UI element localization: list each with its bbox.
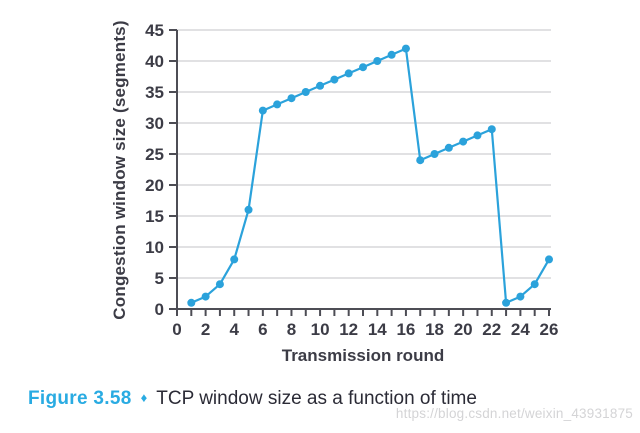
data-point bbox=[316, 81, 325, 90]
data-point bbox=[201, 292, 210, 301]
x-tick-label: 24 bbox=[511, 320, 530, 339]
diamond-icon: ♦ bbox=[140, 390, 148, 405]
data-point bbox=[444, 143, 453, 152]
x-tick-label: 14 bbox=[368, 320, 387, 339]
data-point bbox=[258, 106, 267, 115]
data-point bbox=[330, 75, 339, 84]
y-tick-label: 20 bbox=[145, 176, 164, 195]
data-point bbox=[516, 292, 525, 301]
data-point bbox=[473, 131, 482, 140]
y-tick-label: 40 bbox=[145, 52, 164, 71]
y-tick-label: 30 bbox=[145, 114, 164, 133]
data-point bbox=[344, 69, 353, 78]
data-point bbox=[502, 298, 511, 307]
data-point bbox=[359, 63, 367, 72]
y-tick-label: 25 bbox=[145, 145, 164, 164]
data-point bbox=[530, 280, 539, 289]
figure-caption: Figure 3.58 ♦ TCP window size as a functio… bbox=[28, 388, 477, 410]
data-point bbox=[401, 44, 410, 53]
x-tick-label: 26 bbox=[540, 320, 559, 339]
x-tick-label: 2 bbox=[201, 320, 210, 339]
data-line bbox=[190, 47, 551, 304]
y-tick-label: 35 bbox=[145, 83, 164, 102]
data-point bbox=[387, 50, 396, 59]
data-point bbox=[187, 298, 196, 307]
x-tick-label: 18 bbox=[425, 320, 444, 339]
figure-title: TCP window size as a function of time bbox=[156, 388, 477, 409]
data-point bbox=[244, 205, 253, 214]
x-tick-label: 10 bbox=[311, 320, 330, 339]
data-point bbox=[459, 137, 468, 146]
data-point bbox=[487, 125, 496, 134]
x-tick-label: 6 bbox=[258, 320, 267, 339]
x-tick-label: 16 bbox=[396, 320, 415, 339]
x-tick-label: 8 bbox=[287, 320, 296, 339]
data-point bbox=[301, 88, 310, 96]
y-tick-label: 45 bbox=[145, 21, 164, 40]
data-point bbox=[230, 255, 239, 264]
x-tick-label: 0 bbox=[172, 320, 181, 339]
x-tick-label: 12 bbox=[339, 320, 358, 339]
data-point bbox=[215, 280, 224, 289]
x-tick-label: 20 bbox=[454, 320, 473, 339]
y-tick-label: 0 bbox=[155, 300, 164, 319]
watermark-url: https://blog.csdn.net/weixin_43931875 bbox=[395, 406, 633, 421]
x-tick-label: 4 bbox=[229, 320, 239, 339]
data-point bbox=[273, 100, 282, 109]
data-point bbox=[416, 156, 425, 165]
data-point bbox=[430, 150, 439, 158]
x-axis-label: Transmission round bbox=[281, 346, 445, 365]
data-point bbox=[545, 255, 553, 264]
data-point bbox=[287, 94, 296, 103]
y-tick-label: 10 bbox=[145, 238, 164, 257]
y-tick-label: 5 bbox=[155, 269, 164, 288]
x-tick-label: 22 bbox=[482, 320, 501, 339]
figure-number: Figure 3.58 bbox=[28, 388, 132, 409]
data-point bbox=[373, 57, 382, 65]
y-tick-label: 15 bbox=[145, 207, 164, 226]
